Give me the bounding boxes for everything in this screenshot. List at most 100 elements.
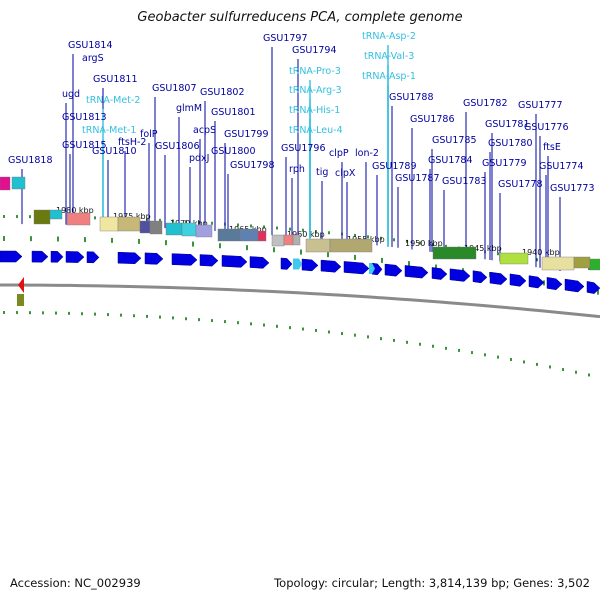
gene-label: GSU1779 xyxy=(482,158,527,169)
gene-label: GSU1798 xyxy=(230,160,275,171)
gene-label: GSU1800 xyxy=(211,146,256,157)
feature-block xyxy=(49,209,63,220)
gene-arrow xyxy=(301,258,319,272)
gene-label: folP xyxy=(140,129,158,140)
gene-label: tRNA-Leu-4 xyxy=(289,125,343,136)
feature-block xyxy=(195,224,213,238)
gene-label: GSU1813 xyxy=(62,112,107,123)
gene-label: GSU1789 xyxy=(372,161,417,172)
feature-block xyxy=(329,238,373,253)
kbp-tick-row-middle xyxy=(3,236,599,295)
backbone-line xyxy=(0,283,600,319)
gene-arrow xyxy=(280,257,293,270)
red-marker-icon xyxy=(18,277,24,293)
gene-label: GSU1785 xyxy=(432,135,477,146)
feature-block xyxy=(541,256,575,271)
feature-block xyxy=(432,246,477,260)
feature-block xyxy=(589,258,600,271)
feature-block xyxy=(165,222,183,236)
gene-arrow xyxy=(0,250,23,263)
feature-block xyxy=(149,220,163,235)
genome-backbone xyxy=(0,283,600,319)
gene-arrow xyxy=(199,254,219,267)
genome-title: Geobacter sulfurreducens PCA, complete g… xyxy=(137,10,463,25)
kbp-label: 1950 kbp xyxy=(405,239,443,248)
trna-arrow xyxy=(369,262,375,274)
gene-label: GSU1807 xyxy=(152,83,197,94)
marker-glyphs xyxy=(17,277,24,306)
kbp-label: 1975 kbp xyxy=(113,212,151,221)
gene-arrow xyxy=(509,273,527,287)
gene-arrow xyxy=(489,271,508,285)
gene-arrow xyxy=(384,263,403,277)
gene-arrow xyxy=(117,251,142,265)
kbp-tick-row-bottom xyxy=(3,311,590,377)
feature-block xyxy=(305,238,331,253)
feature-block xyxy=(257,230,267,242)
gene-label: GSU1814 xyxy=(68,40,113,51)
gene-label: lon-2 xyxy=(355,148,379,159)
gene-label: GSU1788 xyxy=(389,92,434,103)
accession-text: Accession: NC_002939 xyxy=(10,576,141,590)
gene-label: GSU1811 xyxy=(93,74,138,85)
gene-label: tRNA-Met-1 xyxy=(82,125,136,136)
gene-arrow xyxy=(249,256,270,269)
gene-label: acpS xyxy=(193,125,216,136)
gene-labels: GSU1814 argS GSU1811 ugd tRNA-Met-2 GSU1813 tR… xyxy=(8,31,595,194)
gene-label: pdxJ xyxy=(189,153,209,164)
gene-label: rph xyxy=(289,164,305,175)
trna-arrow xyxy=(293,258,302,270)
gene-label: tig xyxy=(316,167,328,178)
gene-arrow xyxy=(221,255,248,268)
gene-label: tRNA-Met-2 xyxy=(86,95,140,106)
gene-arrow xyxy=(320,259,342,273)
feature-block xyxy=(573,256,591,269)
feature-block xyxy=(0,176,11,191)
gene-arrow xyxy=(31,250,49,263)
gene-label: GSU1778 xyxy=(498,179,543,190)
gene-arrow-track xyxy=(0,250,600,294)
feature-block xyxy=(271,234,285,247)
gene-label: clpX xyxy=(335,168,356,179)
feature-block xyxy=(11,176,26,190)
gene-label: tRNA-Arg-3 xyxy=(289,85,342,96)
gene-label: GSU1796 xyxy=(281,143,326,154)
label-leader-lines xyxy=(21,45,561,272)
gene-label: GSU1776 xyxy=(524,122,569,133)
gene-label: tRNA-Asp-1 xyxy=(362,71,416,82)
feature-block xyxy=(181,222,197,237)
kbp-label: 1940 kbp xyxy=(522,248,560,257)
gene-arrow xyxy=(144,252,164,265)
gene-arrow xyxy=(586,281,600,294)
gene-arrow xyxy=(528,275,545,289)
feature-block xyxy=(33,209,51,225)
gene-label: GSU1818 xyxy=(8,155,53,166)
feature-block xyxy=(66,212,91,226)
feature-block xyxy=(217,228,241,242)
gene-label: GSU1802 xyxy=(200,87,245,98)
gene-arrow xyxy=(50,250,64,263)
gene-label: GSU1782 xyxy=(463,98,508,109)
feature-block xyxy=(99,216,119,232)
gene-label: GSU1806 xyxy=(155,141,200,152)
gene-arrow xyxy=(546,277,563,291)
gene-label: GSU1815 xyxy=(62,140,107,151)
gene-label: GSU1784 xyxy=(428,155,473,166)
gene-label: GSU1797 xyxy=(263,33,308,44)
feature-block xyxy=(139,220,151,234)
feature-blocks xyxy=(0,176,600,271)
gene-label: GSU1777 xyxy=(518,100,563,111)
gene-arrow xyxy=(472,270,488,284)
gene-label: tRNA-Val-3 xyxy=(364,51,414,62)
kbp-label: 1960 kbp xyxy=(287,230,325,239)
gene-arrow xyxy=(65,251,85,263)
gene-arrow xyxy=(431,267,448,280)
gene-label: tRNA-His-1 xyxy=(289,105,340,116)
gene-arrow xyxy=(564,278,585,293)
gene-label: GSU1787 xyxy=(395,173,440,184)
gene-label: GSU1774 xyxy=(539,161,584,172)
feature-block xyxy=(117,216,141,232)
gene-arrow xyxy=(86,251,100,264)
gene-label: tRNA-Asp-2 xyxy=(362,31,416,42)
